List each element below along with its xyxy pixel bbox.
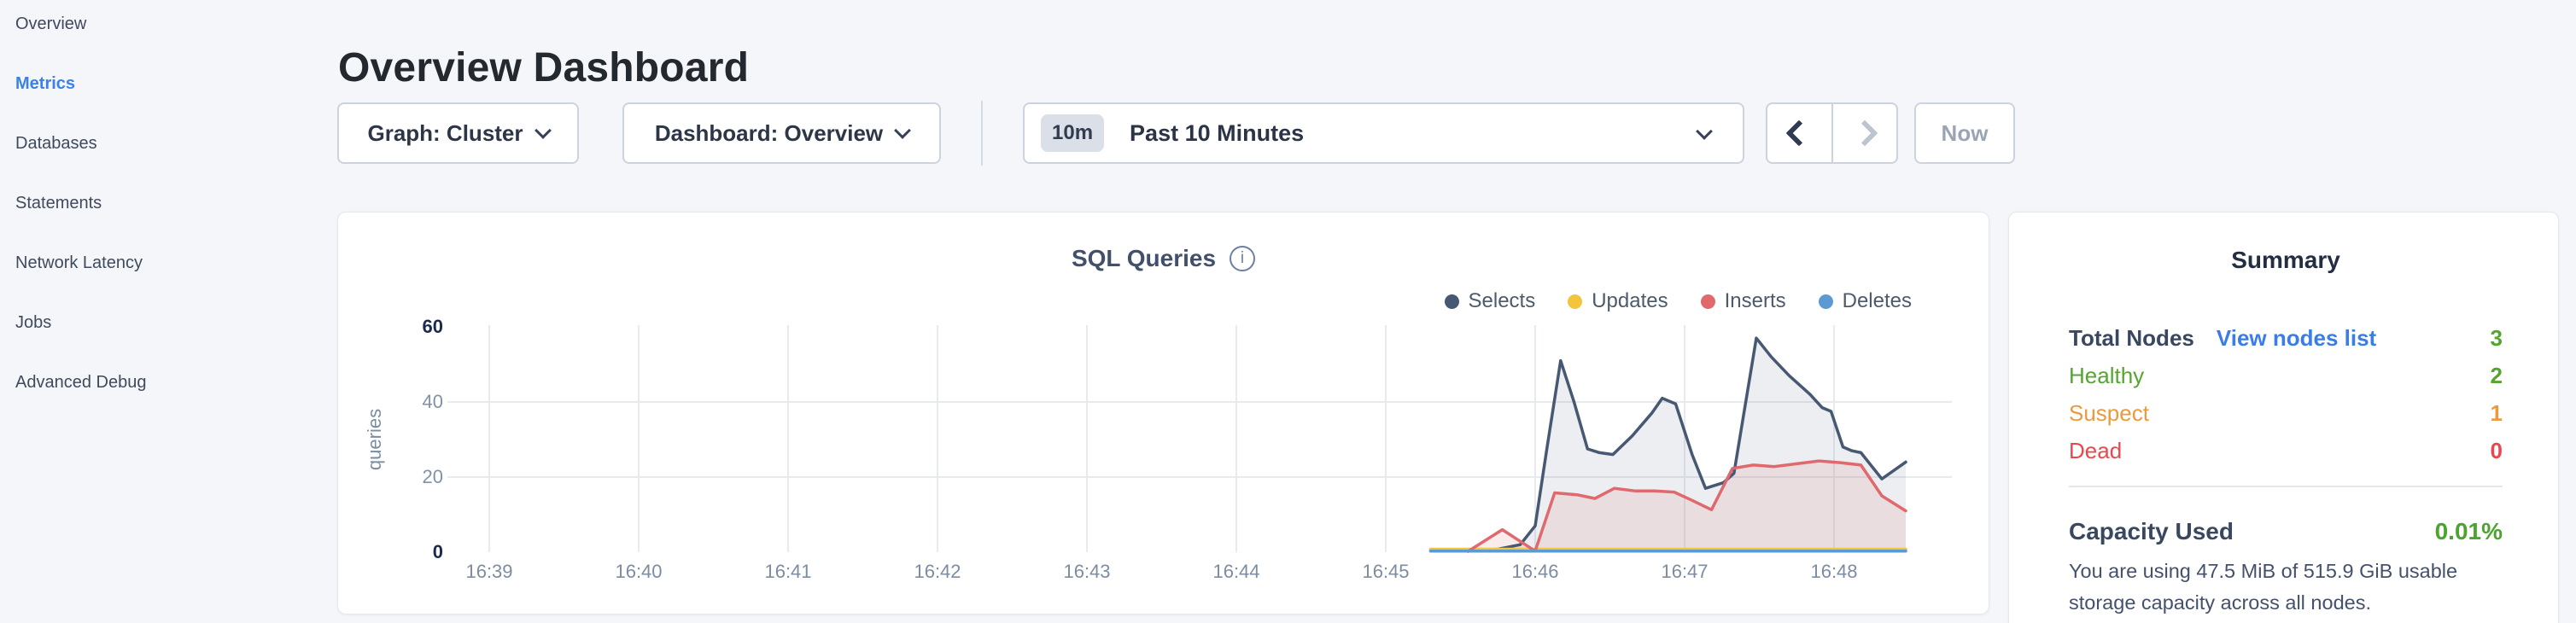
x-tick-label: 16:45 — [1362, 561, 1410, 582]
x-tick-label: 16:48 — [1810, 561, 1858, 582]
sidebar-item-jobs[interactable]: Jobs — [15, 313, 52, 332]
dead-label: Dead — [2069, 438, 2123, 463]
summary-divider — [2069, 486, 2503, 487]
legend-dot-selects — [1444, 294, 1459, 309]
sidebar-item-overview[interactable]: Overview — [15, 15, 87, 33]
summary-title: Summary — [2231, 247, 2340, 273]
sidebar-item-metrics[interactable]: Metrics — [15, 74, 76, 93]
chart-title: SQL Queries — [1071, 245, 1217, 271]
dashboard-dropdown-label: Dashboard: Overview — [654, 119, 884, 146]
capacity-used-label: Capacity Used — [2069, 518, 2234, 544]
legend-dot-deletes — [1818, 294, 1833, 309]
legend-dot-updates — [1568, 294, 1583, 309]
y-tick-label: 0 — [432, 541, 443, 562]
x-tick-label: 16:46 — [1511, 561, 1559, 582]
legend-label: Deletes — [1842, 289, 1912, 312]
graph-dropdown[interactable]: Graph: Cluster — [337, 102, 579, 164]
x-tick-label: 16:42 — [914, 561, 961, 582]
sidebar-item-statements[interactable]: Statements — [15, 194, 102, 213]
x-tick-label: 16:43 — [1063, 561, 1111, 582]
capacity-note: You are using 47.5 MiB of 515.9 GiB usab… — [2069, 560, 2458, 614]
time-window-label: Past 10 Minutes — [1130, 119, 1305, 146]
next-timeframe-button[interactable] — [1833, 104, 1897, 162]
sql-queries-plot-svg — [447, 325, 1952, 553]
chevron-left-icon — [1785, 119, 1813, 147]
dead-value: 0 — [2490, 438, 2503, 463]
chevron-down-icon — [894, 121, 912, 139]
healthy-nodes-row: Healthy 2 — [2069, 363, 2503, 388]
time-window-badge: 10m — [1041, 114, 1105, 152]
previous-timeframe-button[interactable] — [1767, 104, 1833, 162]
legend-item-selects[interactable]: Selects — [1444, 289, 1536, 313]
toolbar-divider — [981, 101, 983, 166]
page-title: Overview Dashboard — [338, 45, 750, 91]
sidebar-item-network-latency[interactable]: Network Latency — [15, 253, 143, 272]
healthy-value: 2 — [2490, 363, 2503, 388]
legend-label: Selects — [1468, 289, 1536, 312]
y-tick-label: 20 — [422, 466, 443, 487]
y-tick-label: 60 — [422, 316, 443, 337]
summary-panel: Summary Total Nodes View nodes list 3 He… — [2008, 212, 2559, 623]
legend-label: Updates — [1592, 289, 1668, 312]
x-tick-label: 16:40 — [615, 561, 663, 582]
now-button[interactable]: Now — [1914, 102, 2015, 164]
chevron-down-icon — [1696, 123, 1713, 140]
y-tick-label: 40 — [422, 391, 443, 412]
capacity-used-row: Capacity Used 0.01% — [2069, 518, 2503, 545]
sql-queries-chart-card: SQL Queries i Selects Updates Inserts Delet… — [337, 212, 1989, 614]
graph-dropdown-label: Graph: Cluster — [367, 119, 523, 146]
legend-label: Inserts — [1724, 289, 1786, 312]
capacity-used-value: 0.01% — [2434, 518, 2503, 544]
x-tick-label: 16:41 — [764, 561, 812, 582]
sidebar-item-advanced-debug[interactable]: Advanced Debug — [15, 373, 147, 392]
total-nodes-value: 3 — [2490, 325, 2503, 351]
time-window-dropdown[interactable]: 10m Past 10 Minutes — [1023, 102, 1744, 164]
summary-rows: Total Nodes View nodes list 3 Healthy 2 … — [2069, 325, 2503, 463]
total-nodes-label: Total Nodes — [2069, 325, 2194, 351]
suspect-value: 1 — [2490, 400, 2503, 426]
info-icon[interactable]: i — [1230, 246, 1256, 271]
legend-item-updates[interactable]: Updates — [1568, 289, 1668, 313]
chart-legend: Selects Updates Inserts Deletes — [1444, 289, 1912, 313]
legend-dot-inserts — [1700, 294, 1715, 309]
suspect-nodes-row: Suspect 1 — [2069, 400, 2503, 426]
healthy-label: Healthy — [2069, 363, 2145, 388]
time-pager — [1766, 102, 1898, 164]
chart-title-row: SQL Queries i — [338, 245, 1989, 272]
sidebar: Overview Metrics Databases Statements Networ… — [0, 0, 320, 623]
x-tick-label: 16:39 — [465, 561, 513, 582]
suspect-label: Suspect — [2069, 400, 2149, 426]
view-nodes-list-link[interactable]: View nodes list — [2216, 325, 2377, 351]
sidebar-item-databases[interactable]: Databases — [15, 134, 97, 153]
total-nodes-row: Total Nodes View nodes list 3 — [2069, 325, 2503, 351]
chevron-down-icon — [534, 121, 552, 139]
legend-item-deletes[interactable]: Deletes — [1818, 289, 1912, 313]
x-tick-label: 16:47 — [1661, 561, 1709, 582]
dashboard-dropdown[interactable]: Dashboard: Overview — [622, 102, 941, 164]
chevron-right-icon — [1851, 119, 1878, 147]
x-tick-label: 16:44 — [1212, 561, 1260, 582]
dead-nodes-row: Dead 0 — [2069, 438, 2503, 463]
y-axis-title: queries — [364, 408, 385, 471]
legend-item-inserts[interactable]: Inserts — [1700, 289, 1786, 313]
